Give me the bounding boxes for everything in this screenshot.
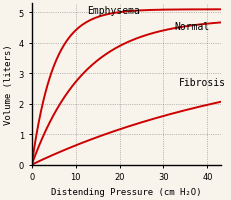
Y-axis label: Volume (liters): Volume (liters)	[4, 44, 13, 125]
Text: Normal: Normal	[174, 22, 209, 32]
X-axis label: Distending Pressure (cm H₂O): Distending Pressure (cm H₂O)	[51, 187, 201, 196]
Text: Emphysema: Emphysema	[86, 6, 139, 16]
Text: Fibrosis: Fibrosis	[178, 77, 225, 87]
